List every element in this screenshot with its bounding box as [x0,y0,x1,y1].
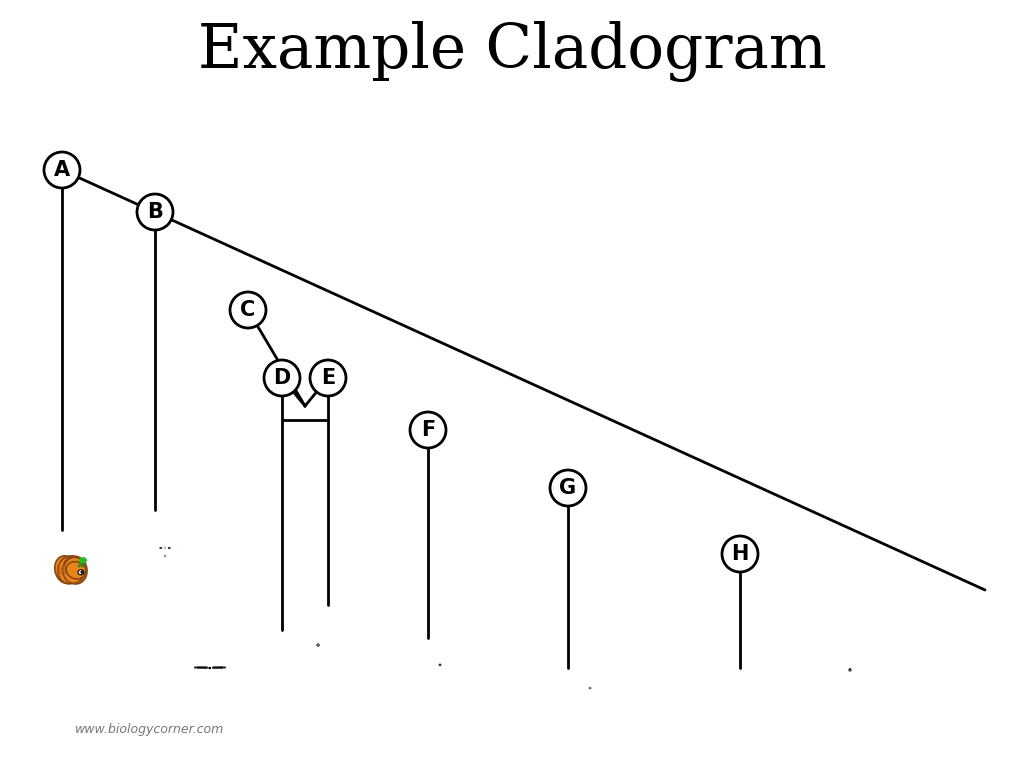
Text: H: H [731,544,749,564]
Circle shape [81,558,87,563]
Circle shape [137,194,173,230]
Ellipse shape [66,565,85,574]
Ellipse shape [67,561,86,579]
Text: B: B [147,202,163,222]
Circle shape [550,470,586,506]
Ellipse shape [62,558,85,583]
Text: D: D [273,368,291,388]
Ellipse shape [62,556,87,584]
Circle shape [410,412,446,448]
Ellipse shape [58,556,82,584]
Circle shape [264,360,300,396]
Circle shape [722,536,758,572]
Ellipse shape [81,571,84,574]
Circle shape [79,558,85,563]
Circle shape [230,292,266,328]
Ellipse shape [66,566,83,574]
Text: G: G [559,478,577,498]
Ellipse shape [78,570,84,574]
Text: F: F [421,420,435,440]
Ellipse shape [57,565,75,574]
Text: A: A [54,160,70,180]
Text: E: E [321,368,335,388]
Circle shape [44,152,80,188]
Circle shape [310,360,346,396]
Text: C: C [241,300,256,320]
Text: Example Cladogram: Example Cladogram [198,22,826,82]
Text: www.biologycorner.com: www.biologycorner.com [75,723,224,737]
Ellipse shape [54,556,77,584]
Ellipse shape [60,565,80,574]
